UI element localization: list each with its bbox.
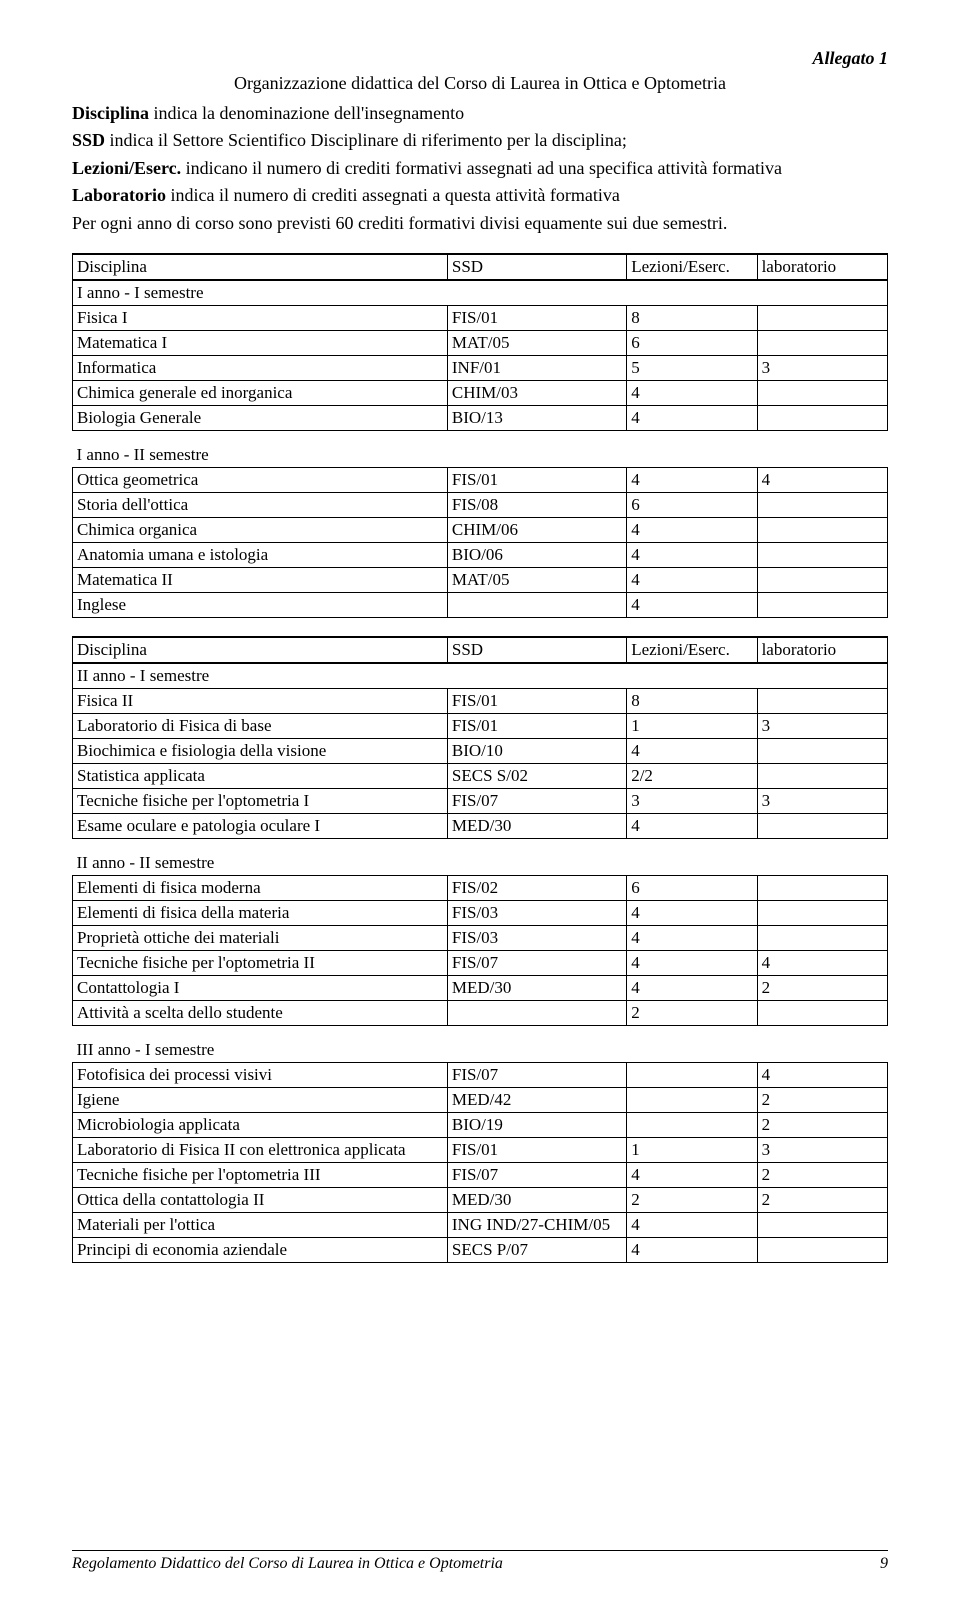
- table-row: Laboratorio di Fisica II con elettronica…: [73, 1137, 888, 1162]
- table-row: Inglese4: [73, 592, 888, 617]
- intro-line-4: Laboratorio indica il numero di crediti …: [72, 184, 888, 207]
- footer-title: Regolamento Didattico del Corso di Laure…: [72, 1555, 503, 1573]
- table-row: Storia dell'otticaFIS/086: [73, 492, 888, 517]
- table-row: Elementi di fisica modernaFIS/026: [73, 875, 888, 900]
- table-row: InformaticaINF/0153: [73, 355, 888, 380]
- table-row: Tecniche fisiche per l'optometria IIIFIS…: [73, 1162, 888, 1187]
- table-header: Disciplina SSD Lezioni/Eserc. laboratori…: [73, 254, 888, 280]
- table-row: Chimica organicaCHIM/064: [73, 517, 888, 542]
- table-row: Principi di economia aziendaleSECS P/074: [73, 1237, 888, 1262]
- section-row: I anno - II semestre: [73, 430, 888, 467]
- page-title: Organizzazione didattica del Corso di La…: [72, 73, 888, 94]
- col-lezioni: Lezioni/Eserc.: [627, 637, 757, 663]
- section-row: III anno - I semestre: [73, 1025, 888, 1062]
- table-row: Tecniche fisiche per l'optometria IIFIS/…: [73, 950, 888, 975]
- table-row: Attività a scelta dello studente2: [73, 1000, 888, 1025]
- section-heading: II anno - II semestre: [73, 838, 888, 875]
- table-row: Esame oculare e patologia oculare IMED/3…: [73, 813, 888, 838]
- intro-line-3: Lezioni/Eserc. indicano il numero di cre…: [72, 157, 888, 180]
- section-heading: III anno - I semestre: [73, 1025, 888, 1062]
- table-row: Statistica applicataSECS S/022/2: [73, 763, 888, 788]
- footer-page-number: 9: [880, 1555, 888, 1573]
- table-row: Matematica IMAT/056: [73, 330, 888, 355]
- table-row: Fisica IFIS/018: [73, 305, 888, 330]
- page-footer: Regolamento Didattico del Corso di Laure…: [72, 1550, 888, 1573]
- table-row: Biologia GeneraleBIO/134: [73, 405, 888, 430]
- table-row: II anno - I semestre: [73, 663, 888, 689]
- col-disciplina: Disciplina: [73, 637, 448, 663]
- table-row: Contattologia IMED/3042: [73, 975, 888, 1000]
- intro-line-2: SSD indica il Settore Scientifico Discip…: [72, 129, 888, 152]
- table-row: Ottica della contattologia IIMED/3022: [73, 1187, 888, 1212]
- section-heading: II anno - I semestre: [73, 663, 888, 689]
- col-laboratorio: laboratorio: [757, 637, 887, 663]
- table-row: Tecniche fisiche per l'optometria IFIS/0…: [73, 788, 888, 813]
- col-ssd: SSD: [447, 254, 626, 280]
- col-disciplina: Disciplina: [73, 254, 448, 280]
- table-row: Proprietà ottiche dei materialiFIS/034: [73, 925, 888, 950]
- table-row: Elementi di fisica della materiaFIS/034: [73, 900, 888, 925]
- section-heading: I anno - I semestre: [73, 280, 888, 306]
- table-row: Anatomia umana e istologiaBIO/064: [73, 542, 888, 567]
- section-row: II anno - II semestre: [73, 838, 888, 875]
- intro-block: Disciplina indica la denominazione dell'…: [72, 102, 888, 235]
- table-row: Laboratorio di Fisica di baseFIS/0113: [73, 713, 888, 738]
- table-row: Chimica generale ed inorganicaCHIM/034: [73, 380, 888, 405]
- intro-line-5: Per ogni anno di corso sono previsti 60 …: [72, 212, 888, 235]
- col-ssd: SSD: [447, 637, 626, 663]
- table-row: IgieneMED/422: [73, 1087, 888, 1112]
- table-row: Matematica IIMAT/054: [73, 567, 888, 592]
- section-heading: I anno - II semestre: [73, 430, 888, 467]
- table-row: Microbiologia applicataBIO/192: [73, 1112, 888, 1137]
- table-row: Materiali per l'otticaING IND/27-CHIM/05…: [73, 1212, 888, 1237]
- table-header: Disciplina SSD Lezioni/Eserc. laboratori…: [73, 637, 888, 663]
- table-row: I anno - I semestre: [73, 280, 888, 306]
- document-page: Allegato 1 Organizzazione didattica del …: [0, 0, 960, 1601]
- intro-line-1: Disciplina indica la denominazione dell'…: [72, 102, 888, 125]
- table-row: Fisica IIFIS/018: [73, 688, 888, 713]
- col-lezioni: Lezioni/Eserc.: [627, 254, 757, 280]
- table-row: Ottica geometricaFIS/0144: [73, 467, 888, 492]
- table-row: Fotofisica dei processi visiviFIS/074: [73, 1062, 888, 1087]
- table-row: Biochimica e fisiologia della visioneBIO…: [73, 738, 888, 763]
- course-table-2: Disciplina SSD Lezioni/Eserc. laboratori…: [72, 636, 888, 1263]
- col-laboratorio: laboratorio: [757, 254, 887, 280]
- allegato-label: Allegato 1: [72, 48, 888, 69]
- course-table-1: Disciplina SSD Lezioni/Eserc. laboratori…: [72, 253, 888, 618]
